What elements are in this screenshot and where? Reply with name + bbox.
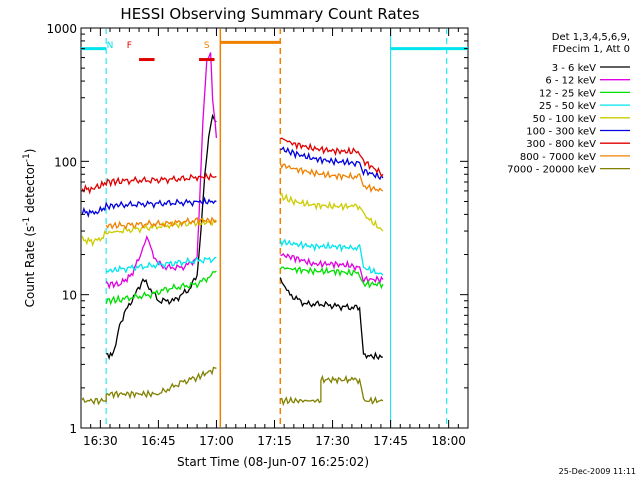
series-line-12-25-kev-seg0 — [105, 270, 217, 306]
series-line-7000-20000-kev-seg0 — [82, 366, 217, 406]
legend-header-1: FDecim 1, Att 0 — [552, 44, 630, 55]
legend-label-5: 100 - 300 keV — [526, 127, 596, 138]
series-line-100-300-kev-seg1 — [280, 146, 384, 181]
y-axis-label-sup1: -1 — [22, 217, 32, 226]
series-line-3-6-kev-seg1 — [279, 277, 383, 361]
series-line-7000-20000-kev-seg1 — [280, 374, 384, 407]
x-tick-label-2: 17:00 — [199, 434, 234, 448]
legend-label-4: 50 - 100 keV — [533, 114, 597, 125]
legend-label-2: 12 - 25 keV — [539, 88, 596, 99]
legend-label-1: 6 - 12 keV — [545, 76, 596, 87]
annotation-s: S — [204, 41, 210, 51]
y-axis-label-part2: detector — [23, 162, 37, 217]
legend-label-0: 3 - 6 keV — [552, 63, 596, 74]
y-axis-label-sup2: -1 — [22, 153, 32, 162]
series-line-12-25-kev-seg1 — [279, 266, 384, 290]
x-tick-label-3: 17:15 — [257, 434, 292, 448]
legend-header-0: Det 1,3,4,5,6,9, — [552, 32, 630, 43]
y-axis-label-part1: Count Rate (s — [23, 226, 37, 308]
series-line-800-7000-kev-seg0 — [105, 216, 217, 230]
series-line-50-100-kev-seg1 — [279, 192, 384, 232]
y-tick-label-3: 1000 — [46, 22, 77, 36]
y-tick-label-2: 100 — [54, 155, 77, 169]
y-axis-label-part3: ) — [23, 149, 37, 154]
x-tick-label-1: 16:45 — [141, 434, 176, 448]
series-line-300-800-kev-seg0 — [82, 172, 217, 195]
series-line-800-7000-kev-seg1 — [279, 163, 384, 194]
chart-title: HESSI Observing Summary Count Rates — [120, 5, 419, 23]
legend-label-7: 800 - 7000 keV — [520, 152, 596, 163]
legend-label-8: 7000 - 20000 keV — [507, 165, 596, 176]
annotation-f: F — [127, 41, 132, 51]
series-line-6-12-kev-seg0 — [105, 52, 218, 290]
series-line-25-50-kev-seg1 — [279, 238, 384, 276]
series-line-100-300-kev-seg0 — [82, 196, 217, 218]
legend-label-3: 25 - 50 keV — [539, 101, 596, 112]
series-line-300-800-kev-seg1 — [280, 137, 384, 178]
footer-date: 25-Dec-2009 11:11 — [559, 467, 636, 476]
annotation-n: N — [107, 41, 114, 51]
x-tick-label-0: 16:30 — [83, 434, 118, 448]
x-tick-label-6: 18:00 — [431, 434, 466, 448]
y-tick-label-0: 1 — [69, 422, 77, 436]
y-tick-label-1: 10 — [62, 289, 77, 303]
x-axis-label: Start Time (08-Jun-07 16:25:02) — [177, 455, 369, 469]
series-line-25-50-kev-seg0 — [105, 256, 217, 274]
x-tick-label-4: 17:30 — [315, 434, 350, 448]
x-tick-label-5: 17:45 — [373, 434, 408, 448]
legend-label-6: 300 - 800 keV — [526, 139, 596, 150]
series-line-3-6-kev-seg0 — [106, 113, 217, 361]
y-axis-label: Count Rate (s-1 detector-1) — [22, 149, 37, 308]
series-line-6-12-kev-seg1 — [280, 252, 384, 285]
